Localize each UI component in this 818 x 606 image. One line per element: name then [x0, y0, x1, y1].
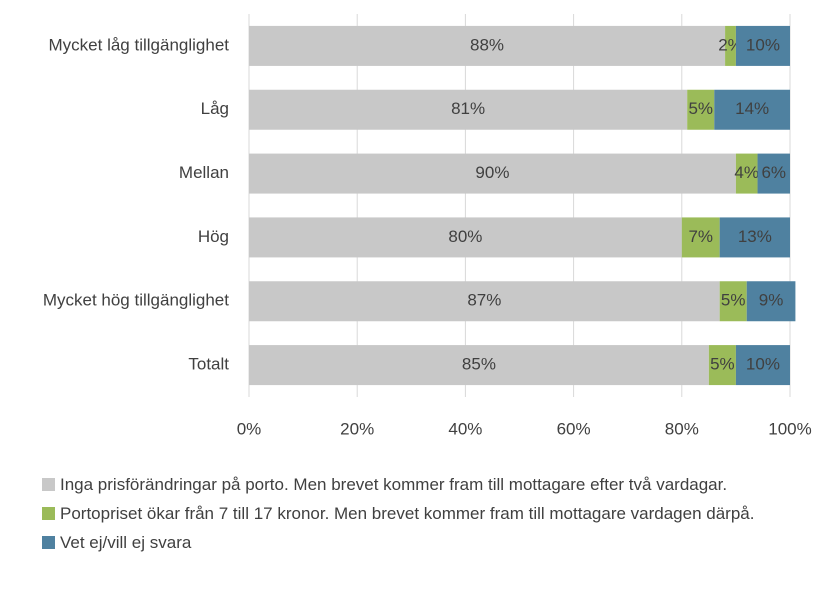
bar-segment [719, 217, 790, 258]
legend-swatch [42, 536, 55, 549]
data-label: 5% [688, 99, 713, 118]
data-label: 4% [734, 163, 759, 182]
x-tick-label: 40% [448, 419, 482, 438]
legend-item: Inga prisförändringar på porto. Men brev… [40, 470, 818, 499]
legend-swatch [42, 478, 55, 491]
data-label: 85% [462, 355, 496, 374]
bar-segment [735, 25, 790, 66]
bar-segment [746, 281, 796, 322]
data-label: 14% [735, 99, 769, 118]
x-tick-label: 60% [557, 419, 591, 438]
data-label: 9% [759, 291, 784, 310]
x-tick-label: 80% [665, 419, 699, 438]
data-label: 5% [721, 291, 746, 310]
bar-segment [249, 25, 726, 66]
bar-segment [681, 217, 720, 258]
data-label: 6% [761, 163, 786, 182]
y-tick-label: Mycket låg tillgänglighet [49, 35, 230, 54]
bar-segment [725, 25, 736, 66]
data-label: 7% [688, 227, 713, 246]
x-tick-label: 100% [768, 419, 811, 438]
bar-segment [687, 89, 715, 130]
data-label: 80% [448, 227, 482, 246]
legend-item: Portopriset ökar från 7 till 17 kronor. … [40, 499, 818, 528]
legend-item: Vet ej/vill ej svara [40, 528, 818, 557]
bar-segment [708, 345, 736, 386]
legend-label: Inga prisförändringar på porto. Men brev… [60, 475, 728, 494]
bar-segment [735, 345, 790, 386]
data-label: 87% [467, 291, 501, 310]
data-label: 88% [470, 35, 504, 54]
data-label: 81% [451, 99, 485, 118]
x-tick-label: 0% [237, 419, 262, 438]
y-tick-label: Totalt [188, 355, 229, 374]
bar-segment [249, 217, 682, 258]
data-label: 10% [746, 35, 780, 54]
legend-swatch [42, 507, 55, 520]
bar-segment [714, 89, 790, 130]
data-label: 13% [738, 227, 772, 246]
legend-label: Portopriset ökar från 7 till 17 kronor. … [60, 504, 755, 523]
bar-segment [719, 281, 747, 322]
bar-segment [249, 281, 720, 322]
data-label: 10% [746, 355, 780, 374]
bar-segment [757, 153, 790, 194]
data-label: 90% [475, 163, 509, 182]
data-label: 5% [710, 355, 735, 374]
y-tick-label: Hög [198, 227, 229, 246]
y-tick-label: Mycket hög tillgänglighet [43, 291, 229, 310]
y-tick-label: Låg [201, 99, 229, 118]
chart: 0% 20% 40% 60% 80% 100% Mycket låg tillgänglig… [43, 14, 812, 438]
y-tick-label: Mellan [179, 163, 229, 182]
bar-segment [735, 153, 758, 194]
bar-segment [249, 89, 688, 130]
bar-segment [249, 345, 709, 386]
x-tick-label: 20% [340, 419, 374, 438]
bar-segment [249, 153, 736, 194]
legend: Inga prisförändringar på porto. Men brev… [40, 470, 818, 557]
legend-label: Vet ej/vill ej svara [60, 533, 192, 552]
